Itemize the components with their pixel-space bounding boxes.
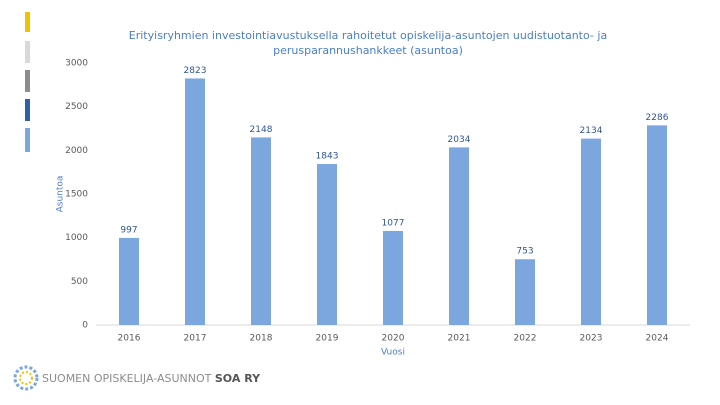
side-stripes xyxy=(25,12,30,152)
bar xyxy=(449,147,469,325)
brand: SUOMEN OPISKELIJA-ASUNNOT xyxy=(42,372,212,385)
stripe xyxy=(25,99,30,121)
chart-title: perusparannushankkeet (asuntoa) xyxy=(273,44,463,57)
data-label: 1077 xyxy=(382,218,405,228)
x-tick-label: 2022 xyxy=(514,334,537,344)
y-tick-label: 3000 xyxy=(65,59,88,69)
bar xyxy=(119,237,139,325)
data-label: 2823 xyxy=(184,66,207,76)
bar xyxy=(647,125,667,325)
y-tick-label: 2500 xyxy=(65,102,88,112)
brand-bold: SOA RY xyxy=(215,372,261,385)
y-tick-label: 2000 xyxy=(65,146,88,156)
x-tick-label: 2019 xyxy=(316,334,339,344)
chart-title: Erityisryhmien investointiavustuksella r… xyxy=(129,29,607,42)
x-tick-label: 2016 xyxy=(118,334,141,344)
x-tick-label: 2021 xyxy=(448,334,471,344)
bar xyxy=(251,137,271,325)
x-tick-label: 2018 xyxy=(250,334,273,344)
data-label: 1843 xyxy=(316,152,339,162)
stripe xyxy=(25,70,30,92)
logo-ring xyxy=(13,365,39,391)
data-label: 2134 xyxy=(580,126,603,136)
stripe xyxy=(25,128,30,152)
data-label: 997 xyxy=(120,225,137,235)
bar xyxy=(515,259,535,325)
y-axis-label: Asuntoa xyxy=(56,176,66,213)
stripe xyxy=(25,12,30,32)
footer-brand: SUOMEN OPISKELIJA-ASUNNOT SOA RY xyxy=(42,372,261,385)
x-axis-label: Vuosi xyxy=(381,348,405,358)
bar xyxy=(581,138,601,325)
logo-ring xyxy=(19,371,33,385)
data-label: 2034 xyxy=(448,135,471,145)
y-tick-label: 0 xyxy=(82,321,88,331)
data-label: 2286 xyxy=(646,113,669,123)
stripe xyxy=(25,41,30,63)
x-tick-label: 2024 xyxy=(646,334,669,344)
footer-logo: SUOMEN OPISKELIJA-ASUNNOT SOA RY xyxy=(13,365,261,391)
data-label: 2148 xyxy=(250,125,273,135)
y-tick-label: 1000 xyxy=(65,233,88,243)
x-tick-label: 2017 xyxy=(184,334,207,344)
bar xyxy=(185,78,205,325)
x-tick-label: 2023 xyxy=(580,334,603,344)
bar xyxy=(317,164,337,325)
data-label: 753 xyxy=(516,247,533,257)
y-tick-label: 1500 xyxy=(65,190,88,200)
x-tick-label: 2020 xyxy=(382,334,405,344)
y-tick-label: 500 xyxy=(71,277,88,287)
bar xyxy=(383,230,403,325)
